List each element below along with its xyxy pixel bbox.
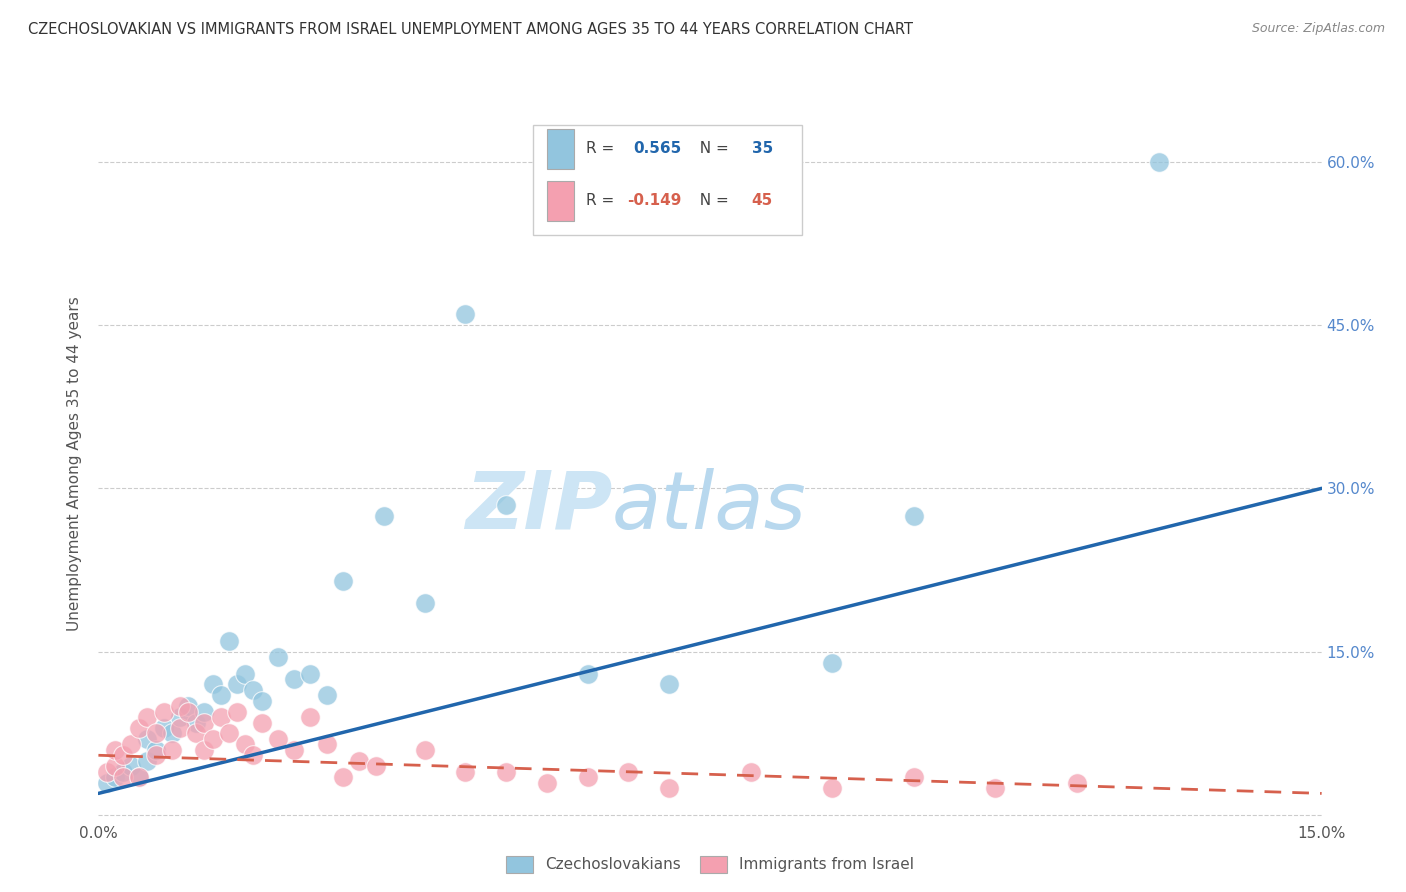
Point [332, 574, 354, 588]
Point [242, 748, 264, 763]
Point [315, 738, 337, 752]
Point [136, 731, 159, 746]
Point [218, 633, 240, 648]
Point [984, 780, 1007, 795]
Point [495, 764, 517, 779]
Point [111, 770, 134, 784]
Text: Source: ZipAtlas.com: Source: ZipAtlas.com [1251, 22, 1385, 36]
Legend: Czechoslovakians, Immigrants from Israel: Czechoslovakians, Immigrants from Israel [498, 848, 922, 880]
Point [454, 764, 477, 779]
Point [658, 677, 681, 691]
Text: atlas: atlas [612, 467, 807, 546]
Point [120, 759, 142, 773]
Point [177, 699, 200, 714]
Point [136, 754, 159, 768]
Point [193, 715, 215, 730]
Point [349, 754, 371, 768]
Point [96, 775, 118, 789]
Point [267, 731, 290, 746]
Point [617, 764, 640, 779]
Point [145, 743, 167, 757]
Text: 45: 45 [752, 194, 773, 208]
Text: 35: 35 [752, 141, 773, 156]
Point [201, 731, 224, 746]
Point [821, 656, 844, 670]
Point [160, 726, 183, 740]
Point [233, 738, 256, 752]
Point [821, 780, 844, 795]
Point [1147, 154, 1170, 169]
Point [104, 770, 127, 784]
Point [267, 650, 290, 665]
Point [332, 770, 354, 784]
Text: ZIP: ZIP [465, 467, 612, 546]
Point [193, 743, 215, 757]
Point [186, 715, 208, 730]
Point [242, 682, 264, 697]
Point [128, 770, 150, 784]
Text: R =: R = [586, 194, 620, 208]
Point [111, 748, 134, 763]
Point [740, 764, 762, 779]
Point [209, 710, 232, 724]
Point [903, 770, 925, 784]
Point [145, 726, 167, 740]
Point [536, 775, 558, 789]
Point [495, 498, 517, 512]
Point [128, 770, 150, 784]
Point [111, 764, 134, 779]
Point [233, 666, 256, 681]
Point [145, 748, 167, 763]
Text: N =: N = [690, 194, 734, 208]
Point [413, 743, 436, 757]
Point [104, 759, 127, 773]
Point [315, 689, 337, 703]
Text: N =: N = [690, 141, 734, 156]
Y-axis label: Unemployment Among Ages 35 to 44 years: Unemployment Among Ages 35 to 44 years [67, 296, 83, 632]
Point [373, 508, 395, 523]
Point [193, 705, 215, 719]
Point [250, 694, 273, 708]
Point [96, 764, 118, 779]
Point [576, 666, 599, 681]
Point [120, 738, 142, 752]
Bar [547, 129, 574, 169]
Point [209, 689, 232, 703]
Point [250, 715, 273, 730]
Point [903, 508, 925, 523]
Point [226, 677, 249, 691]
Point [201, 677, 224, 691]
Point [454, 307, 477, 321]
Text: R =: R = [586, 141, 620, 156]
Point [177, 705, 200, 719]
Bar [533, 125, 801, 235]
Text: -0.149: -0.149 [627, 194, 682, 208]
Point [218, 726, 240, 740]
Text: 0.565: 0.565 [633, 141, 682, 156]
Point [160, 743, 183, 757]
Point [1066, 775, 1088, 789]
Point [226, 705, 249, 719]
Point [169, 699, 191, 714]
Point [152, 705, 174, 719]
Point [128, 721, 150, 735]
Point [364, 759, 387, 773]
Point [104, 743, 127, 757]
Point [658, 780, 681, 795]
Point [576, 770, 599, 784]
Bar [547, 181, 574, 220]
Point [186, 726, 208, 740]
Point [413, 596, 436, 610]
Text: CZECHOSLOVAKIAN VS IMMIGRANTS FROM ISRAEL UNEMPLOYMENT AMONG AGES 35 TO 44 YEARS: CZECHOSLOVAKIAN VS IMMIGRANTS FROM ISRAE… [28, 22, 912, 37]
Point [136, 710, 159, 724]
Point [299, 710, 322, 724]
Point [152, 721, 174, 735]
Point [169, 710, 191, 724]
Point [299, 666, 322, 681]
Point [283, 743, 305, 757]
Point [169, 721, 191, 735]
Point [283, 672, 305, 686]
